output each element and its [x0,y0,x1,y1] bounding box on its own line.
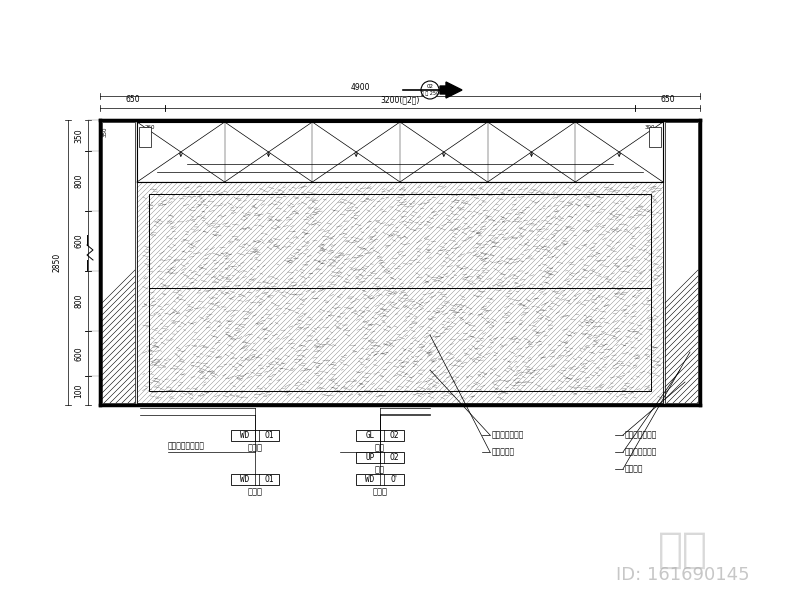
Text: UP: UP [366,453,374,462]
Text: 工艺窗帘: 工艺窗帘 [625,464,643,473]
Text: 木方面: 木方面 [247,443,262,452]
Bar [665,122,698,403]
Bar [649,127,661,147]
Text: 虚线示意床头框: 虚线示意床头框 [625,448,658,457]
Text: 02: 02 [389,431,398,440]
Text: 600: 600 [74,346,83,361]
Text: 800: 800 [74,294,83,308]
Text: 尺 氪 250: 尺 氪 250 [421,91,439,95]
Text: ID: 161690145: ID: 161690145 [616,566,750,584]
Bar [356,430,404,441]
Bar [231,430,279,441]
Text: 木踢脚: 木踢脚 [247,487,262,496]
Text: 650: 650 [125,95,140,104]
Text: 300: 300 [645,125,655,130]
Bar [137,122,663,182]
Text: WD: WD [240,475,250,484]
Bar [137,182,663,403]
Text: 600: 600 [74,233,83,248]
Bar [231,474,279,485]
Text: 4900: 4900 [350,83,370,92]
Bar [356,474,404,485]
Text: 虚线示意床垫板: 虚线示意床垫板 [492,431,524,439]
Text: 0': 0' [390,475,398,484]
Text: 木踢脚: 木踢脚 [373,487,387,496]
Text: GL: GL [366,431,374,440]
Text: 260: 260 [145,125,155,130]
Text: 虚线示意床头灯: 虚线示意床头灯 [625,431,658,439]
Bar [102,122,135,403]
Bar [356,452,404,463]
Text: 01: 01 [264,475,274,484]
Text: 知末: 知末 [658,529,708,571]
Bar [137,122,663,403]
Text: 虚线示意床: 虚线示意床 [492,448,515,457]
Text: WD: WD [366,475,374,484]
Text: 800: 800 [74,174,83,188]
Bar [149,194,651,391]
Bar [139,127,151,147]
Text: WD: WD [240,431,250,440]
Text: 350: 350 [74,128,83,143]
FancyArrow shape [440,82,462,98]
Text: 3200(冀2宽): 3200(冀2宽) [380,95,420,104]
Circle shape [421,81,439,99]
Text: 虚线示意装发方三: 虚线示意装发方三 [168,441,205,450]
Text: 350: 350 [102,127,107,137]
Text: 01: 01 [264,431,274,440]
Text: 650: 650 [660,95,675,104]
Text: 玻璃: 玻璃 [375,443,385,452]
Text: 100: 100 [74,383,83,398]
Text: 硬包: 硬包 [375,465,385,474]
Text: 02: 02 [426,85,434,89]
Bar [100,120,700,405]
Text: 2850: 2850 [53,253,62,272]
Text: 02: 02 [389,453,398,462]
